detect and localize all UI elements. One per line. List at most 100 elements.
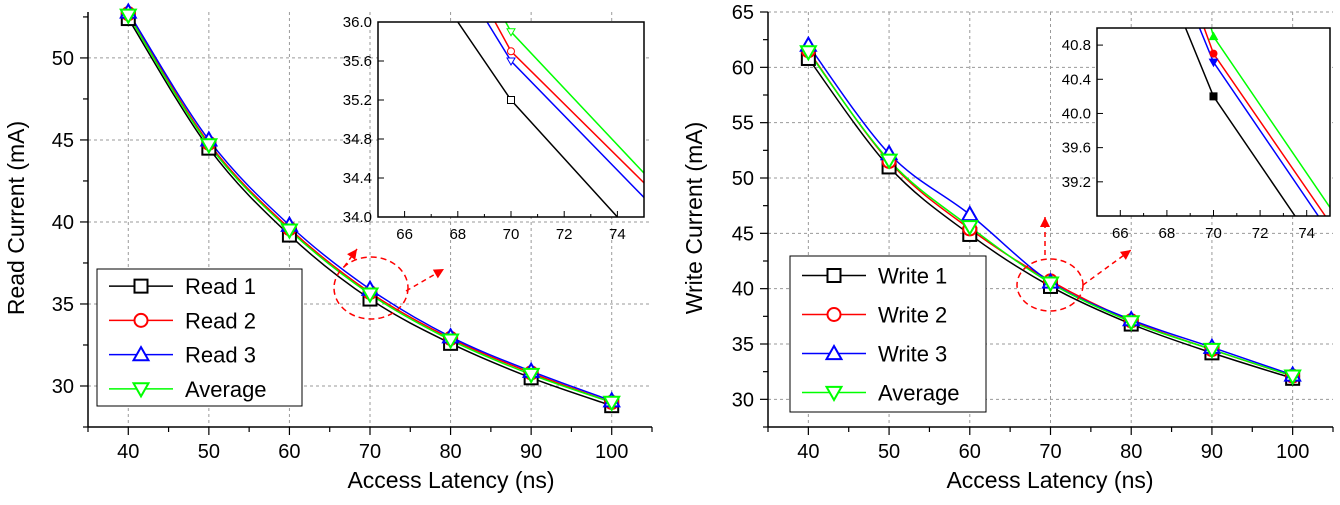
x-tick-label: 90 xyxy=(520,441,542,463)
inset-x-tick-label: 70 xyxy=(1205,225,1222,242)
inset-y-tick-label: 34.0 xyxy=(343,209,372,226)
inset-x-tick-label: 72 xyxy=(556,226,573,243)
legend-label: Write 1 xyxy=(878,264,947,289)
legend: Write 1 Write 2 Write 3 Average xyxy=(789,255,987,413)
legend-marker xyxy=(824,385,844,402)
inset-data-point xyxy=(507,96,515,104)
y-tick-label: 35 xyxy=(52,294,74,316)
data-point xyxy=(1283,369,1302,386)
legend-label: Average xyxy=(878,381,960,406)
inset: 66 68 70 72 74 34.0 34.4 34.8 35.2 35.6 36.0 xyxy=(343,14,645,243)
data-point xyxy=(521,367,541,385)
x-tick-label: 40 xyxy=(797,441,819,463)
inset-y-tick-label: 40.8 xyxy=(1062,37,1091,54)
x-tick-label: 50 xyxy=(198,441,220,463)
inset-y-tick-label: 40.4 xyxy=(1062,71,1091,88)
zoom-arrow-head xyxy=(347,249,357,261)
legend-box xyxy=(96,268,303,407)
inset-data-point xyxy=(1209,92,1218,101)
inset-data-point xyxy=(506,28,516,37)
y-axis-label: Write Current (mA) xyxy=(681,122,707,315)
legend-marker xyxy=(131,345,151,362)
data-point xyxy=(1202,342,1222,360)
inset-x-tick-label: 66 xyxy=(1112,225,1129,242)
zoom-arrow-head xyxy=(1040,217,1050,227)
x-tick-label: 100 xyxy=(595,441,628,463)
inset-data-point xyxy=(1208,58,1219,68)
legend-marker xyxy=(826,307,842,322)
data-point xyxy=(960,220,979,237)
read-current-chart: 40 50 60 70 80 90 100 30 35 40 45 50 Access Latency … xyxy=(3,2,653,493)
legend-marker xyxy=(824,344,844,361)
inset-x-tick-label: 70 xyxy=(503,226,520,243)
inset-y-tick-label: 39.6 xyxy=(1062,140,1091,157)
data-point xyxy=(1122,315,1141,332)
data-point xyxy=(1041,276,1060,293)
inset-data-point xyxy=(1209,49,1218,58)
y-tick-label: 40 xyxy=(732,279,754,301)
data-point xyxy=(960,205,979,222)
legend-label: Read 1 xyxy=(185,274,256,299)
x-tick-label: 90 xyxy=(1201,441,1223,463)
inset-x-tick-label: 66 xyxy=(396,226,413,243)
legend: Read 1 Read 2 Read 3 Average xyxy=(96,268,303,407)
x-axis-label: Access Latency (ns) xyxy=(347,467,554,493)
legend-label: Average xyxy=(185,377,267,402)
x-tick-label: 100 xyxy=(1276,441,1309,463)
x-axis-label: Access Latency (ns) xyxy=(946,467,1153,493)
inset-y-tick-label: 35.6 xyxy=(343,53,372,70)
zoom-arrow-head xyxy=(432,269,444,279)
y-tick-label: 35 xyxy=(732,334,754,356)
data-point xyxy=(602,395,621,412)
y-tick-label: 30 xyxy=(52,376,74,398)
x-tick-label: 80 xyxy=(1120,441,1142,463)
inset-data-point xyxy=(1208,31,1219,41)
y-tick-label: 45 xyxy=(732,223,754,245)
legend-marker xyxy=(133,278,149,294)
y-axis-label: Read Current (mA) xyxy=(3,121,29,315)
inset-y-tick-label: 36.0 xyxy=(343,14,372,31)
y-tick-label: 45 xyxy=(52,130,74,152)
legend-label: Write 3 xyxy=(878,342,947,367)
legend-label: Read 3 xyxy=(185,343,256,368)
data-point xyxy=(119,8,138,25)
inset-data-point xyxy=(507,47,515,56)
data-point xyxy=(441,333,460,350)
data-point xyxy=(199,138,219,155)
zoom-arrow-head xyxy=(1119,250,1131,260)
x-tick-label: 60 xyxy=(278,441,300,463)
legend-label: Write 2 xyxy=(878,303,947,328)
inset-y-tick-label: 34.8 xyxy=(343,131,372,148)
y-tick-label: 60 xyxy=(732,57,754,79)
legend-marker xyxy=(826,268,842,283)
legend-box xyxy=(789,255,987,413)
legend-marker xyxy=(131,382,151,399)
x-tick-label: 50 xyxy=(878,441,900,463)
y-tick-label: 40 xyxy=(52,212,74,234)
data-point xyxy=(879,153,899,170)
data-point xyxy=(799,45,818,62)
inset-y-tick-label: 39.2 xyxy=(1062,174,1091,191)
write-current-chart: 40 50 60 70 80 90 100 30 35 40 45 50 55 60 65 Access La… xyxy=(681,2,1334,493)
y-tick-label: 55 xyxy=(732,113,754,135)
legend-label: Read 2 xyxy=(185,308,256,333)
inset-y-tick-label: 40.0 xyxy=(1062,105,1091,122)
inset-x-tick-label: 72 xyxy=(1252,225,1269,242)
inset: 66 68 70 72 74 39.2 39.6 40.0 40.4 40.8 xyxy=(1062,27,1331,242)
inset-x-tick-label: 74 xyxy=(609,226,626,243)
y-tick-label: 65 xyxy=(732,2,754,24)
x-tick-label: 40 xyxy=(117,441,139,463)
data-point xyxy=(360,287,380,304)
inset-y-tick-label: 34.4 xyxy=(343,170,372,187)
y-tick-label: 50 xyxy=(732,168,754,190)
inset-x-tick-label: 74 xyxy=(1298,225,1315,242)
inset-x-tick-label: 68 xyxy=(449,226,466,243)
legend-marker xyxy=(133,312,149,328)
x-tick-label: 80 xyxy=(439,441,461,463)
x-tick-label: 70 xyxy=(359,441,381,463)
x-tick-label: 70 xyxy=(1039,441,1061,463)
inset-x-tick-label: 68 xyxy=(1159,225,1176,242)
y-tick-label: 50 xyxy=(52,48,74,70)
inset-y-tick-label: 35.2 xyxy=(343,92,372,109)
